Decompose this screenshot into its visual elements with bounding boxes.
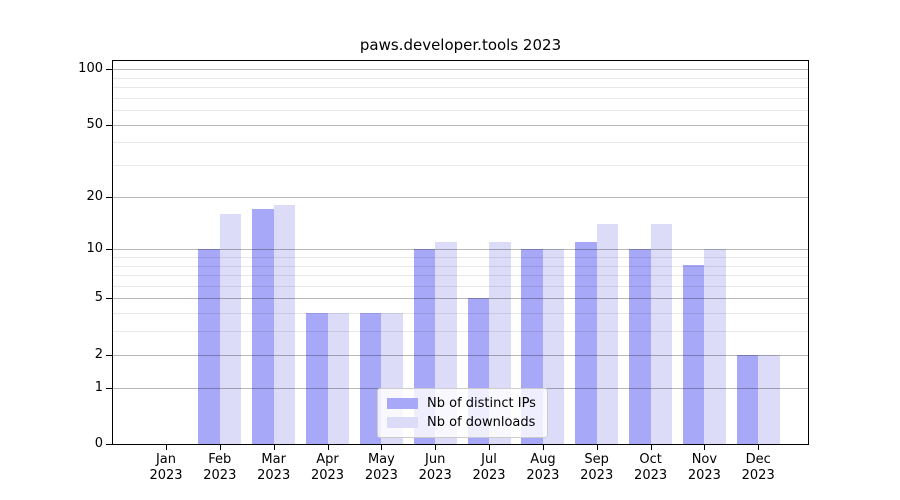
bar-feb-downloads: [219, 213, 242, 444]
x-tick-jan: [166, 445, 167, 450]
x-tick-label-dec: Dec 2023: [741, 452, 775, 483]
bar-oct-distinct-ips: [629, 249, 651, 444]
legend-item-distinct-ips: Nb of distinct IPs: [387, 396, 538, 411]
bar-nov-distinct-ips: [682, 265, 705, 444]
bar-sep-downloads: [596, 223, 619, 444]
x-tick-label-mar: Mar 2023: [257, 452, 291, 483]
plot-area: Nb of distinct IPs Nb of downloads: [112, 60, 809, 445]
y-tick-100: [106, 69, 112, 70]
y-tick-20: [106, 196, 112, 198]
y-tick-label-2: 2: [94, 346, 103, 362]
x-tick-label-nov: Nov 2023: [687, 452, 721, 483]
bar-apr-distinct-ips: [306, 313, 328, 444]
gridline-minor-80: [113, 86, 808, 88]
x-tick-may: [381, 445, 383, 450]
bar-sep-distinct-ips: [575, 242, 597, 444]
legend-swatch-distinct-ips: [387, 398, 418, 409]
y-tick-label-20: 20: [86, 188, 103, 204]
bar-dec-distinct-ips: [736, 354, 759, 444]
y-tick-label-0: 0: [94, 436, 103, 451]
x-tick-apr: [327, 445, 329, 450]
x-tick-label-may: May 2023: [364, 452, 398, 483]
bar-feb-distinct-ips: [198, 249, 220, 444]
y-tick-label-5: 5: [94, 290, 103, 306]
gridline-minor-40: [113, 142, 808, 144]
x-tick-label-jul: Jul 2023: [472, 452, 506, 483]
x-tick-aug: [542, 445, 544, 450]
x-tick-nov: [704, 445, 706, 450]
legend-swatch-downloads: [387, 417, 418, 428]
x-tick-label-feb: Feb 2023: [203, 452, 237, 483]
x-tick-sep: [596, 445, 598, 450]
x-tick-dec: [758, 445, 760, 450]
legend: Nb of distinct IPs Nb of downloads: [377, 388, 548, 438]
legend-label-distinct-ips: Nb of distinct IPs: [427, 396, 536, 411]
bar-may-distinct-ips: [359, 313, 382, 444]
x-tick-feb: [219, 445, 221, 450]
gridline-minor-90: [113, 77, 808, 79]
x-tick-oct: [650, 445, 652, 450]
bar-aug-downloads: [542, 249, 565, 444]
bar-nov-downloads: [704, 249, 726, 444]
y-tick-2: [106, 354, 112, 356]
x-tick-label-apr: Apr 2023: [310, 452, 345, 483]
y-tick-1: [106, 387, 112, 389]
x-tick-label-aug: Aug 2023: [526, 452, 560, 483]
legend-item-downloads: Nb of downloads: [387, 415, 538, 430]
x-tick-label-jun: Jun 2023: [418, 452, 452, 483]
x-tick-jun: [435, 445, 437, 450]
bar-dec-downloads: [758, 354, 780, 444]
y-tick-50: [106, 124, 112, 126]
x-tick-mar: [273, 445, 275, 450]
bar-oct-downloads: [650, 223, 673, 444]
y-tick-label-1: 1: [94, 379, 103, 395]
gridline-major-100: [113, 69, 808, 70]
x-tick-jul: [489, 445, 490, 450]
y-tick-label-50: 50: [86, 116, 103, 132]
legend-label-downloads: Nb of downloads: [427, 415, 536, 430]
gridline-minor-70: [113, 97, 808, 99]
gridline-major-20: [113, 196, 808, 198]
chart-title: paws.developer.tools 2023: [359, 36, 562, 54]
y-tick-0: [106, 444, 112, 445]
gridline-minor-30: [113, 165, 808, 166]
y-tick-5: [106, 298, 112, 300]
bar-mar-downloads: [273, 204, 296, 444]
bar-apr-downloads: [327, 313, 350, 444]
x-tick-label-oct: Oct 2023: [634, 452, 668, 483]
bar-mar-distinct-ips: [252, 209, 274, 444]
y-tick-label-10: 10: [86, 241, 103, 257]
gridline-major-50: [113, 124, 808, 126]
y-tick-10: [106, 249, 112, 251]
x-tick-label-jan: Jan 2023: [149, 452, 183, 483]
gridline-minor-60: [113, 110, 808, 111]
y-tick-label-100: 100: [78, 61, 103, 76]
x-tick-label-sep: Sep 2023: [580, 452, 614, 483]
